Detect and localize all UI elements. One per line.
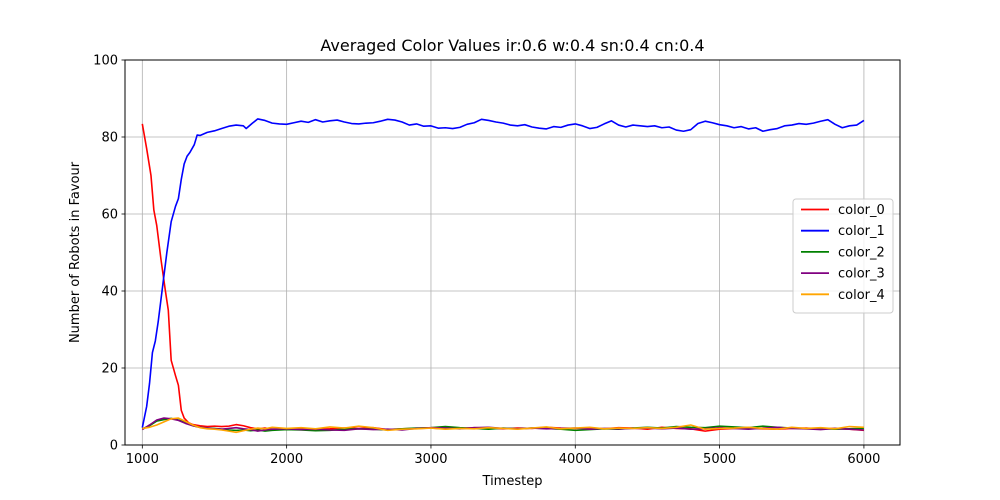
y-axis-label: Number of Robots in Favour [68, 161, 83, 343]
chart-title: Averaged Color Values ir:0.6 w:0.4 sn:0.… [320, 36, 704, 55]
legend-label: color_1 [838, 224, 885, 239]
x-tick-label: 6000 [847, 452, 880, 467]
x-tick-label: 4000 [559, 452, 592, 467]
legend-label: color_0 [838, 203, 885, 218]
x-tick-label: 1000 [126, 452, 159, 467]
x-tick-label: 3000 [414, 452, 447, 467]
axis-ticks: 1000 2000 3000 4000 5000 6000 0 20 40 60 80 100 [93, 54, 880, 468]
plot-area-frame [124, 59, 901, 446]
y-tick-label: 80 [101, 131, 118, 146]
legend-label: color_3 [838, 267, 885, 282]
y-tick-label: 40 [101, 285, 118, 300]
y-tick-label: 20 [101, 362, 118, 377]
x-tick-label: 2000 [270, 452, 303, 467]
legend-box [792, 198, 894, 314]
series-line-color-4 [142, 417, 864, 434]
y-tick-label: 0 [110, 439, 118, 454]
x-axis-label: Timestep [482, 474, 543, 489]
legend: color_0 color_1 color_2 color_3 color_4 [792, 198, 894, 314]
y-tick-label: 100 [93, 54, 118, 69]
legend-label: color_2 [838, 245, 885, 260]
y-tick-label: 60 [101, 208, 118, 223]
series-line-color-1 [141, 118, 865, 428]
series-lines [141, 118, 865, 434]
legend-label: color_4 [838, 288, 885, 303]
x-tick-label: 5000 [703, 452, 736, 467]
